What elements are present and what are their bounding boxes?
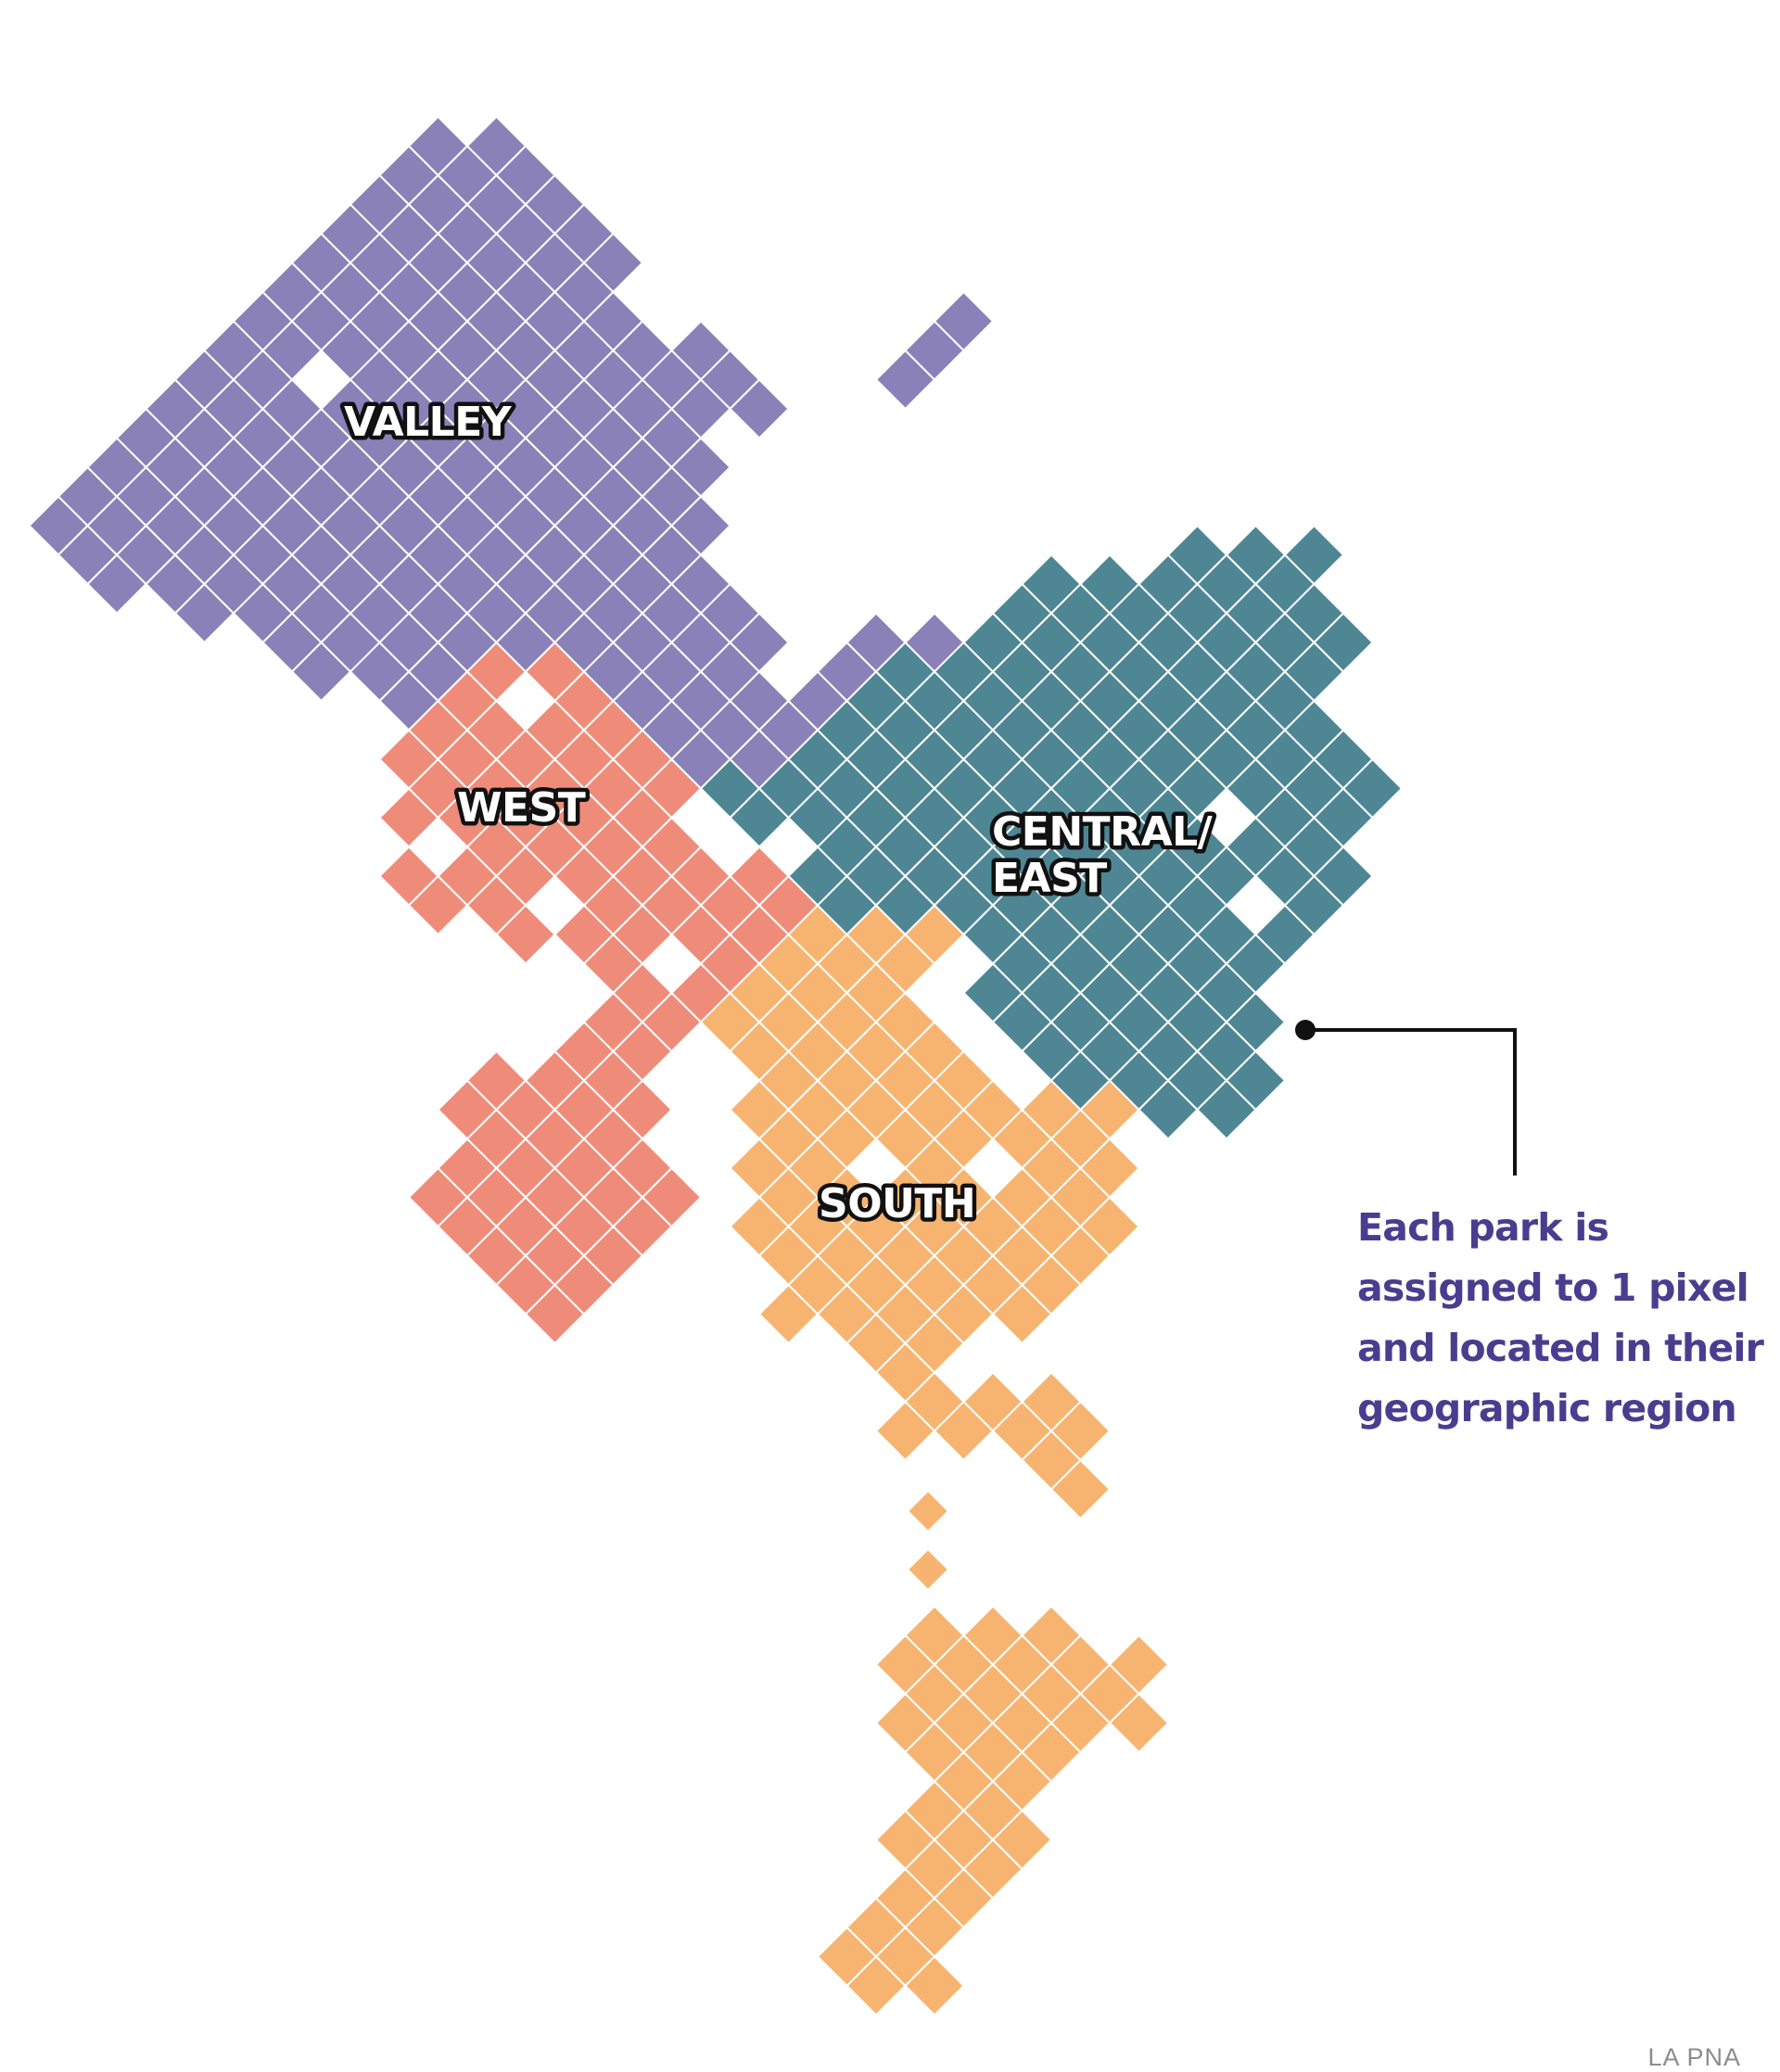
park-pixel-south	[1079, 1196, 1140, 1257]
source-credit: LA PNA	[1647, 2043, 1741, 2071]
region-label-central-east-line1: CENTRAL/	[992, 808, 1214, 856]
park-pixel-valley	[729, 378, 790, 439]
annotation-line-4: geographic region	[1357, 1386, 1737, 1430]
region-labels: VALLEY WEST CENTRAL/ EAST SOUTH	[340, 395, 1218, 1232]
annotation-line-1: Each park is	[1357, 1205, 1609, 1250]
park-pixel-central-east	[1313, 845, 1374, 907]
region-label-central-east-line2: EAST	[992, 855, 1107, 902]
park-pixel-south	[991, 1809, 1053, 1871]
park-pixel-south	[904, 1955, 965, 2016]
park-pixel-central-east	[1341, 757, 1404, 820]
park-pixel-valley	[933, 290, 995, 352]
park-pixel-south	[1049, 1458, 1112, 1520]
park-pixel-south	[906, 1489, 950, 1533]
region-label-west: WEST	[457, 784, 586, 832]
region-label-south: SOUTH	[819, 1180, 975, 1227]
park-pixel-central-east	[1313, 612, 1374, 673]
park-pixel-south	[1108, 1692, 1170, 1754]
annotation-leader	[1295, 1020, 1517, 1176]
region-label-valley: VALLEY	[344, 399, 513, 446]
leader-line	[1305, 1028, 1517, 1176]
park-pixel-central-east	[1225, 1049, 1287, 1112]
annotation-line-3: and located in their	[1357, 1326, 1764, 1370]
park-pixel-west	[641, 1166, 703, 1228]
park-pixel-south	[906, 1547, 950, 1592]
annotation-text: Each park is assigned to 1 pixel and loc…	[1357, 1198, 1765, 1439]
park-pixel-cells	[28, 115, 1404, 2016]
annotation-line-2: assigned to 1 pixel	[1357, 1265, 1749, 1310]
park-pixel-west	[495, 904, 556, 965]
